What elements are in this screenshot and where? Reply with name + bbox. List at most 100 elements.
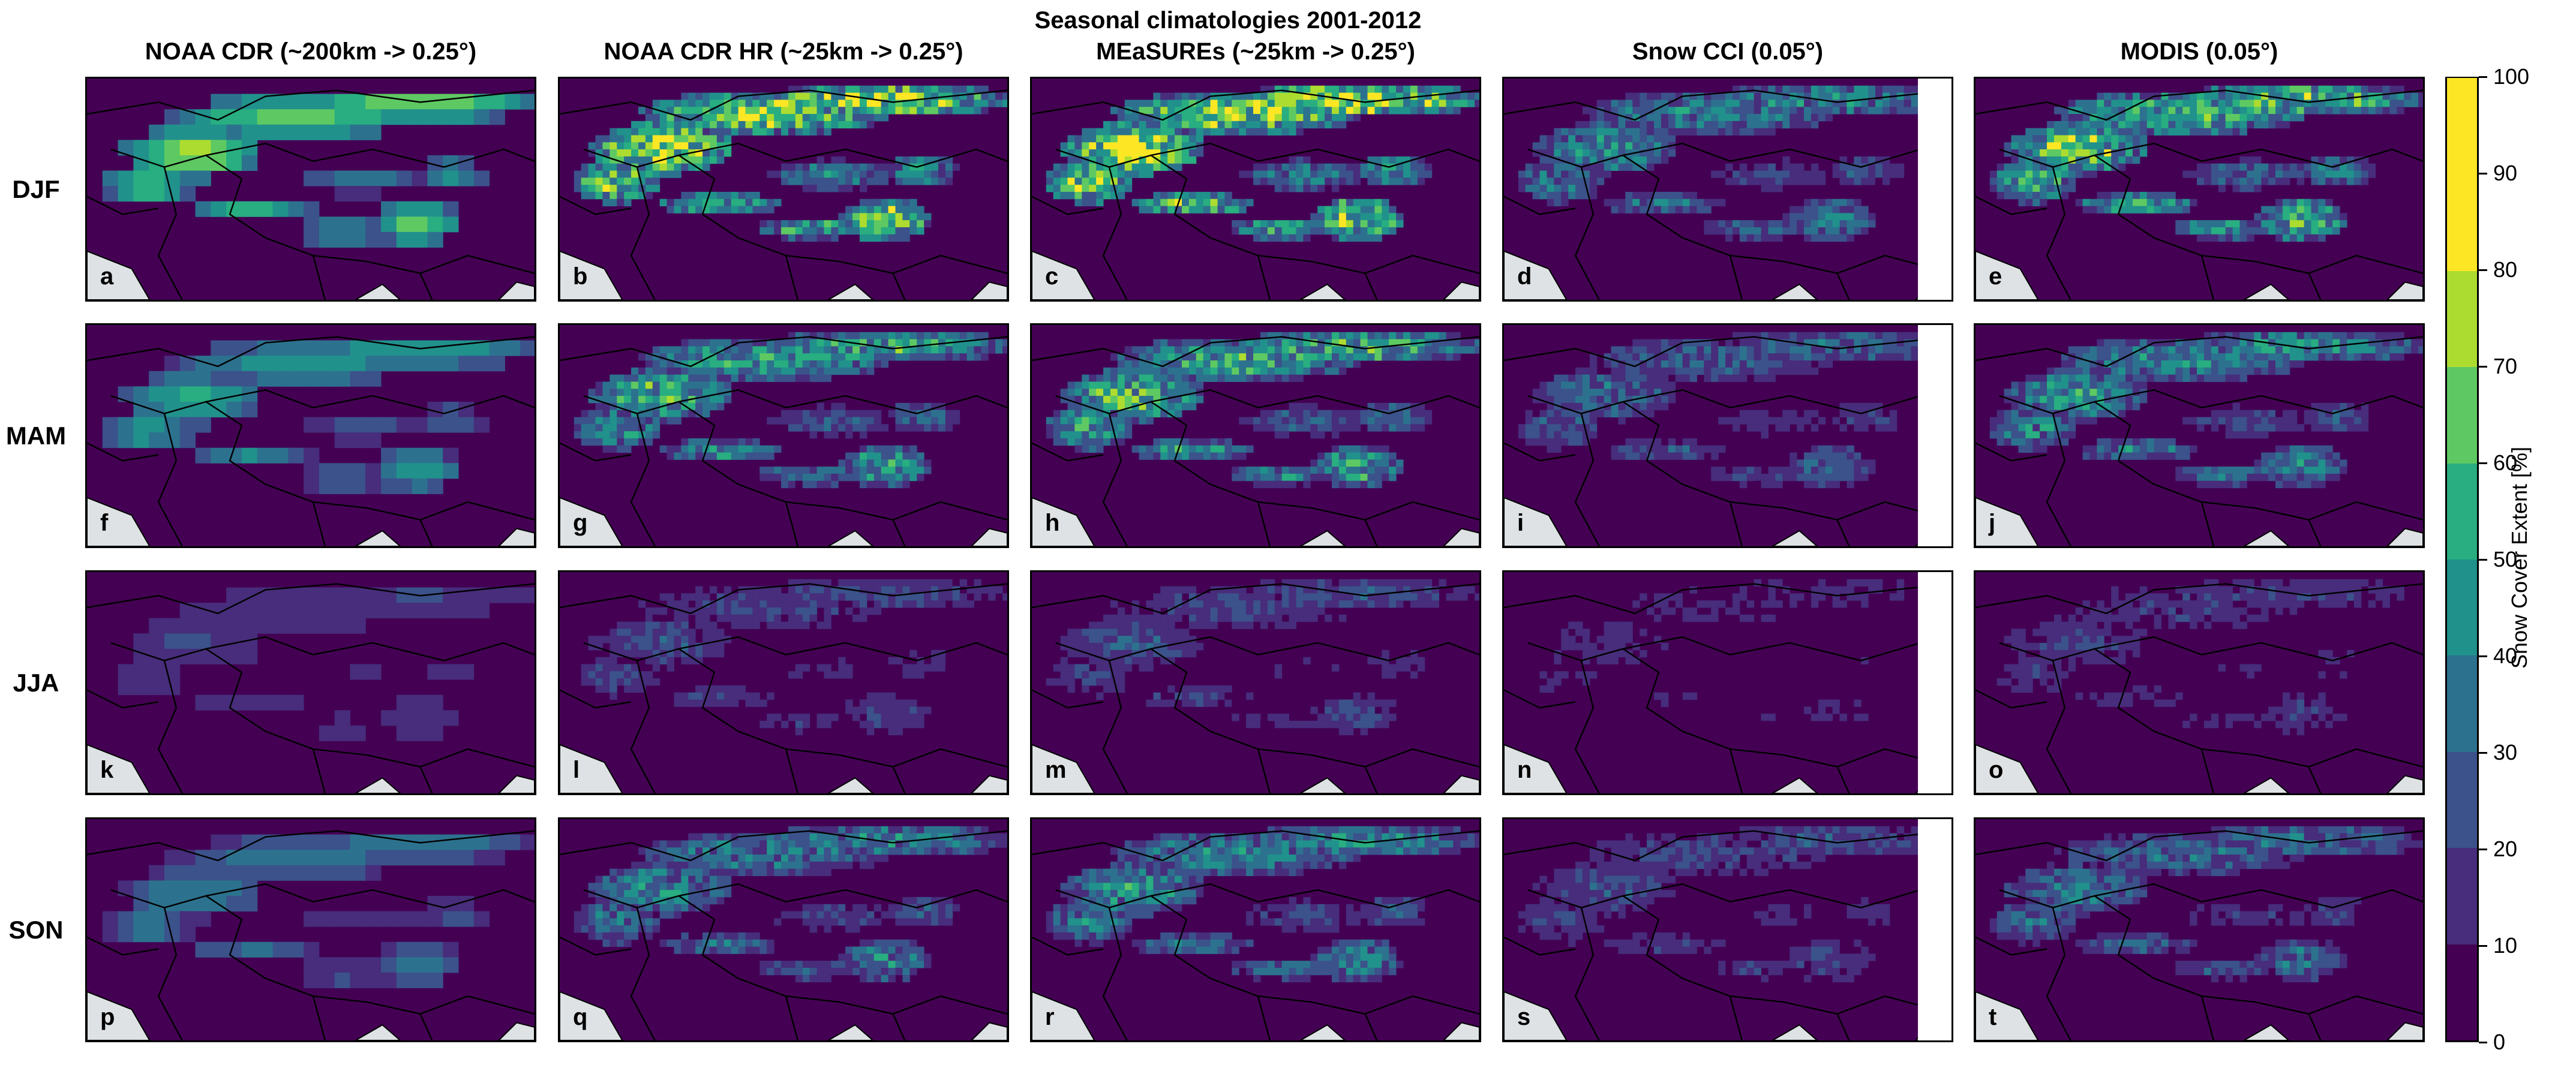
snow-cover-map: [560, 332, 1007, 546]
snow-cover-map: [1975, 826, 2423, 1040]
colorbar-segment: [2447, 462, 2477, 559]
snow-cover-map: [1504, 325, 1951, 546]
snow-cover-map: [1975, 579, 2423, 793]
colorbar-tick: [2479, 173, 2487, 175]
panel-letter: k: [100, 757, 114, 783]
map-panel-j: j: [1974, 323, 2425, 548]
map-panel-b: b: [558, 77, 1009, 302]
panel-letter: f: [100, 510, 109, 536]
colorbar-label: Snow Cover Extent [%]: [2507, 446, 2532, 669]
map-panel-f: f: [85, 323, 536, 548]
map-panel-o: o: [1974, 570, 2425, 795]
snow-cover-map: [1032, 826, 1479, 1040]
panel-letter: b: [573, 263, 588, 290]
colorbar-tick: [2479, 269, 2487, 271]
colorbar-tick: [2479, 76, 2487, 78]
snow-cover-map: [1504, 572, 1951, 793]
snow-cover-map: [1504, 79, 1951, 300]
colorbar-tick-label: 90: [2493, 161, 2518, 185]
column-title-3: MEaSUREs (~25km -> 0.25°): [1096, 38, 1415, 65]
colorbar-segment: [2447, 655, 2477, 752]
map-panel-n: n: [1502, 570, 1953, 795]
column-title-4: Snow CCI (0.05°): [1632, 38, 1824, 65]
colorbar-tick: [2479, 945, 2487, 947]
map-panel-c: c: [1030, 77, 1481, 302]
colorbar-tick: [2479, 559, 2487, 561]
panel-letter: t: [1989, 1004, 1997, 1030]
panel-letter: m: [1045, 757, 1067, 783]
row-label-son: SON: [8, 915, 64, 944]
colorbar-tick: [2479, 752, 2487, 754]
panel-letter: c: [1045, 263, 1059, 290]
map-panel-r: r: [1030, 817, 1481, 1042]
colorbar-tick: [2479, 849, 2487, 850]
colorbar-tick-label: 40: [2493, 643, 2518, 668]
snow-cover-map: [560, 579, 1007, 793]
panel-letter: j: [1989, 510, 1996, 536]
panel-letter: l: [573, 757, 580, 783]
snow-cover-map: [1032, 579, 1479, 793]
snow-cover-map: [87, 336, 535, 546]
map-panel-p: p: [85, 817, 536, 1042]
colorbar-segment: [2447, 847, 2477, 944]
column-title-5: MODIS (0.05°): [2120, 38, 2278, 65]
colorbar-segment: [2447, 366, 2477, 464]
colorbar-tick: [2479, 1042, 2487, 1043]
panel-letter: g: [573, 510, 588, 536]
map-panel-a: a: [85, 77, 536, 302]
snow-cover-map: [1975, 85, 2423, 300]
snow-cover-map: [1975, 332, 2423, 546]
panel-letter: s: [1517, 1004, 1531, 1030]
row-label-jja: JJA: [13, 668, 59, 697]
panel-letter: n: [1517, 757, 1532, 783]
colorbar-tick-label: 50: [2493, 547, 2518, 571]
map-panel-e: e: [1974, 77, 2425, 302]
colorbar-segment: [2447, 270, 2477, 368]
colorbar-tick-label: 20: [2493, 837, 2518, 861]
map-panel-s: s: [1502, 817, 1953, 1042]
map-panel-d: d: [1502, 77, 1953, 302]
colorbar-tick: [2479, 655, 2487, 657]
colorbar-segment: [2447, 78, 2477, 175]
panel-letter: q: [573, 1004, 588, 1030]
panel-letter: r: [1045, 1004, 1055, 1030]
panel-letter: i: [1517, 510, 1524, 536]
panel-letter: h: [1045, 510, 1060, 536]
row-label-mam: MAM: [5, 421, 67, 450]
snow-cover-map: [1032, 85, 1479, 300]
map-panel-i: i: [1502, 323, 1953, 548]
map-panel-t: t: [1974, 817, 2425, 1042]
map-panel-g: g: [558, 323, 1009, 548]
map-panel-k: k: [85, 570, 536, 795]
colorbar-tick: [2479, 366, 2487, 368]
panel-letter: p: [100, 1004, 115, 1030]
colorbar-tick-label: 10: [2493, 933, 2518, 958]
map-panel-m: m: [1030, 570, 1481, 795]
column-title-1: NOAA CDR (~200km -> 0.25°): [145, 38, 477, 65]
colorbar-tick-label: 100: [2493, 64, 2530, 89]
colorbar-segment: [2447, 751, 2477, 849]
map-panel-h: h: [1030, 323, 1481, 548]
colorbar-bar: [2445, 77, 2479, 1042]
snow-cover-map: [87, 830, 535, 1040]
colorbar-segment: [2447, 943, 2477, 1040]
column-title-2: NOAA CDR HR (~25km -> 0.25°): [604, 38, 963, 65]
panel-letter: o: [1989, 757, 2004, 783]
row-label-djf: DJF: [12, 175, 60, 203]
snow-cover-map: [87, 89, 535, 300]
panel-letter: d: [1517, 263, 1532, 290]
colorbar-tick-label: 30: [2493, 740, 2518, 765]
colorbar-tick-label: 60: [2493, 450, 2518, 475]
colorbar-tick-label: 80: [2493, 257, 2518, 282]
figure-title: Seasonal climatologies 2001-2012: [1034, 7, 1422, 34]
panel-letter: e: [1989, 263, 2002, 290]
snow-cover-map: [1032, 332, 1479, 546]
colorbar-tick-label: 0: [2493, 1030, 2506, 1054]
panel-letter: a: [100, 263, 114, 290]
colorbar-tick-label: 70: [2493, 354, 2518, 378]
colorbar-segment: [2447, 174, 2477, 271]
snow-cover-map: [1504, 819, 1951, 1040]
snow-cover-map: [87, 583, 535, 793]
snow-cover-map: [560, 826, 1007, 1040]
